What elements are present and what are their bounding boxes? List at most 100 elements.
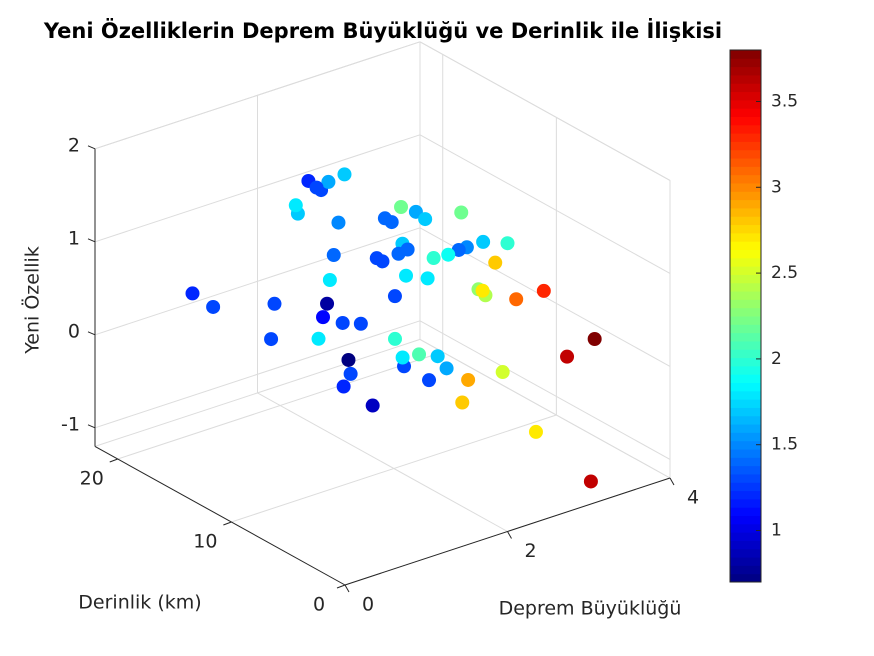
point [422,373,437,388]
z-tick [87,145,96,150]
colorbar-swatch [730,498,761,508]
colorbar-swatch [730,440,761,450]
y-axis [94,445,346,586]
point [326,248,341,263]
colorbar-swatch [730,99,761,109]
point [536,283,551,298]
colorbar-swatch [730,407,761,417]
y-tick [109,458,118,463]
colorbar-tick-label: 1 [771,521,782,541]
point [400,242,415,257]
x-tick-label: 4 [687,487,699,509]
point [267,296,282,311]
colorbar-swatch [730,158,761,167]
y-tick [336,584,346,589]
colorbar-swatch [730,515,761,525]
colorbar-swatch [730,50,761,59]
point [388,331,402,346]
z-tick-label: 1 [68,227,80,249]
grid-line [94,320,421,429]
point [341,352,356,367]
point [587,331,602,346]
colorbar-swatch [730,124,761,134]
point [365,398,380,413]
colorbar-swatch [730,83,761,93]
colorbar-swatch [730,432,761,442]
point [322,272,337,287]
colorbar-swatch [730,216,761,226]
point [343,366,358,381]
colorbar-swatch [730,557,761,566]
point [500,236,515,251]
colorbar-swatch [730,565,761,575]
colorbar-swatch [730,299,761,309]
point [426,251,441,266]
colorbar-swatch [730,548,761,558]
colorbar-swatch [730,174,761,184]
z-tick [87,424,96,429]
point [394,200,409,215]
z-tick [87,331,96,336]
grid-line [419,134,671,274]
colorbar-swatch [730,340,761,350]
point [316,310,331,325]
x-tick [344,584,350,593]
colorbar-swatch [730,349,761,359]
point [320,296,335,311]
colorbar-swatch [730,141,761,151]
point [311,331,326,346]
colorbar-swatch [730,532,761,541]
colorbar-swatch [730,291,761,300]
point [336,379,351,394]
point [488,255,503,270]
point [475,283,490,298]
x-axis-label: Deprem Büyüklüğü [499,598,682,620]
colorbar-tick-label: 2.5 [771,263,798,283]
y-tick-label: 20 [80,468,104,490]
point [335,315,350,330]
colorbar-swatch [730,307,761,317]
colorbar-swatch [730,191,761,201]
colorbar-swatch [730,274,761,284]
colorbar-swatch [730,199,761,209]
colorbar-swatch [730,465,761,475]
point [321,174,336,189]
point [337,167,352,182]
point [430,349,445,364]
point [309,180,324,195]
colorbar-swatch [730,482,761,492]
point [418,212,433,227]
x-tick-label: 0 [362,594,374,616]
x-tick [669,477,675,486]
grid-line [231,414,557,523]
colorbar-swatch [730,507,761,516]
colorbar-swatch [730,207,761,217]
point [412,347,427,362]
point [454,205,469,220]
grid-line [94,134,421,243]
point [455,395,470,410]
colorbar-swatch [730,415,761,425]
point [206,299,221,314]
point [451,242,466,257]
colorbar-swatch [730,573,761,583]
box-edge [94,338,421,447]
z-axis-label: Yeni Özellik [21,246,44,355]
z-tick [87,238,96,243]
colorbar-swatch [730,166,761,176]
colorbar-swatch [730,332,761,342]
point [461,372,476,387]
colorbar-swatch [730,282,761,292]
point [399,268,414,283]
point [331,215,346,230]
box-edge [94,41,421,150]
colorbar-tick-label: 3 [771,177,782,197]
y-tick-label: 0 [313,594,325,616]
colorbar-swatch [730,257,761,267]
point [353,316,368,331]
point [395,350,410,365]
x-tick [507,531,512,539]
colorbar-swatch [730,399,761,408]
